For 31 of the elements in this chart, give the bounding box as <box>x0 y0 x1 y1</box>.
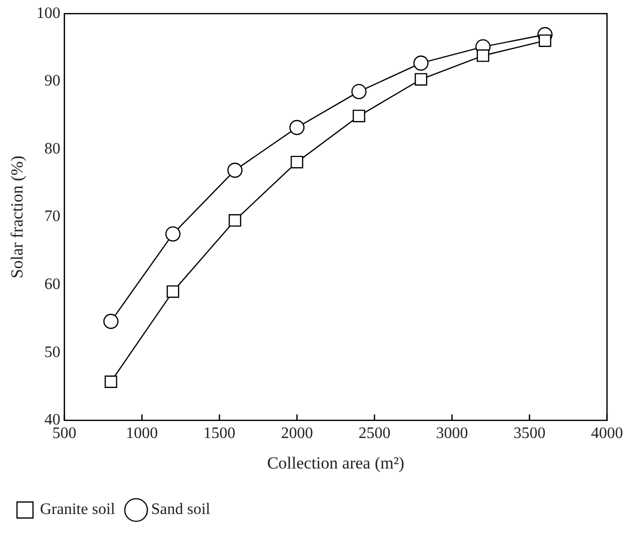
legend-label: Sand soil <box>151 501 211 518</box>
y-tick-label: 70 <box>44 208 60 226</box>
y-tick-label: 60 <box>44 276 60 294</box>
point <box>414 73 428 86</box>
legend-label: Granite soil <box>40 501 116 518</box>
point <box>351 84 367 100</box>
y-tick-label: 90 <box>44 72 60 90</box>
point <box>352 110 366 122</box>
point <box>228 214 242 227</box>
x-tick-label: 3500 <box>513 425 546 442</box>
point <box>227 162 243 178</box>
point <box>165 226 181 242</box>
x-tick-label: 2000 <box>280 425 313 442</box>
x-tick-label: 3000 <box>436 425 468 442</box>
point <box>166 285 180 298</box>
x-axis-title: Collection area (m²) <box>267 453 404 472</box>
point <box>104 375 118 388</box>
x-tick-label: 1500 <box>203 425 236 442</box>
y-tick-label: 80 <box>44 140 60 158</box>
point <box>289 120 305 136</box>
point <box>413 55 429 71</box>
point <box>103 314 119 330</box>
point <box>290 156 304 168</box>
y-tick-label: 100 <box>36 4 60 22</box>
x-tick-label: 1000 <box>126 425 158 442</box>
point <box>476 49 490 62</box>
y-tick-label: 50 <box>44 344 60 361</box>
point <box>538 34 552 47</box>
x-tick-label: 4000 <box>591 425 623 442</box>
x-tick-label: 2500 <box>358 425 390 442</box>
y-axis-title: Solar fraction (%) <box>8 156 27 278</box>
